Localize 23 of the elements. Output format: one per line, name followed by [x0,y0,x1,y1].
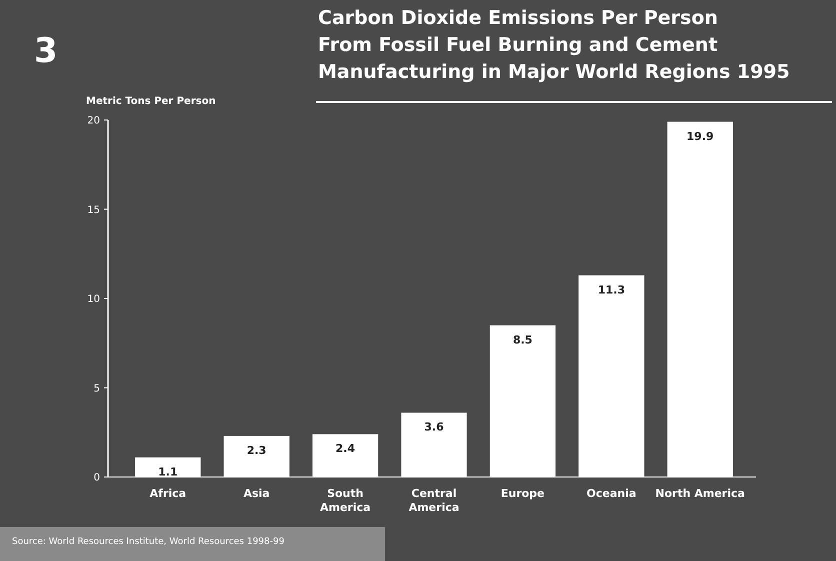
y-axis-title: Metric Tons Per Person [86,96,216,107]
data-label: 8.5 [512,333,532,346]
y-tick-label: 5 [94,383,100,394]
x-tick-label: Oceania [586,487,636,500]
text: 3 [34,31,58,71]
y-tick-label: 20 [87,116,100,126]
source-note: Source: World Resources Institute, World Resources 1998-99 [12,537,285,547]
data-label: 2.4 [336,442,356,456]
x-tick-label: Europe [500,487,545,500]
data-label: 2.3 [246,444,266,457]
data-label: 3.6 [424,420,444,434]
x-tick-label: Central America [408,487,460,514]
y-tick-label: 0 [94,472,100,484]
data-label: 1.1 [158,465,178,478]
data-label: 11.3 [598,283,625,296]
x-tick-label: Asia [243,487,270,500]
chart-title: Carbon Dioxide Emissions Per Person From Fossil Fuel Burning and Cement Manufacturing in Major World Regions 1995 [318,7,790,83]
y-tick-label: 10 [87,294,100,305]
x-tick-label: Africa [150,487,186,500]
x-tick-label: North America [655,487,745,500]
y-tick-label: 15 [87,204,100,216]
data-label: 19.9 [686,130,714,143]
x-tick-label: South America [320,487,371,514]
